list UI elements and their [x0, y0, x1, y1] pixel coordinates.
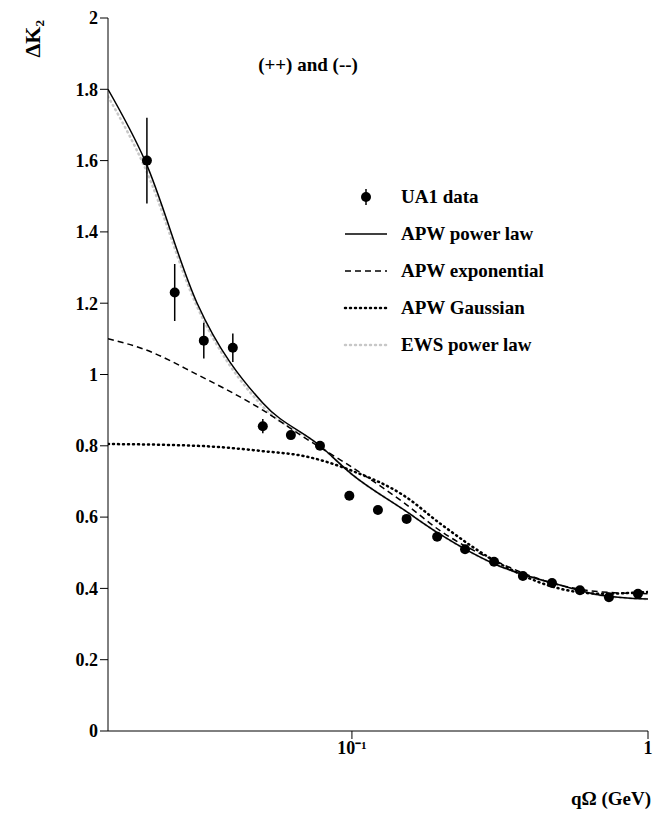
svg-text:0.4: 0.4 — [76, 579, 99, 599]
svg-text:1.2: 1.2 — [76, 294, 99, 314]
html-text:EWS power law: EWS power law — [401, 333, 532, 355]
svg-text:0: 0 — [89, 721, 98, 741]
html-text:APW Gaussian: APW Gaussian — [401, 296, 525, 318]
svg-text:0.2: 0.2 — [76, 650, 99, 670]
svg-text:1.8: 1.8 — [76, 80, 99, 100]
html-text:APW power law: APW power law — [401, 222, 534, 244]
svg-text:1: 1 — [89, 365, 98, 385]
html-text:qΩ (GeV): qΩ (GeV) — [570, 788, 651, 809]
svg-text:1.4: 1.4 — [76, 222, 99, 242]
svg-text:0.8: 0.8 — [76, 436, 99, 456]
html-text:ΔK₂: ΔK₂ — [20, 20, 45, 58]
svg-text:10⁻¹: 10⁻¹ — [337, 738, 366, 758]
html-text:APW exponential: APW exponential — [401, 259, 544, 281]
svg-text:2: 2 — [89, 8, 98, 28]
svg-text:0.6: 0.6 — [76, 507, 99, 527]
html-text:(++) and (--): (++) and (--) — [258, 54, 358, 75]
svg-text:1.6: 1.6 — [76, 151, 99, 171]
svg-text:1: 1 — [644, 738, 653, 758]
html-text:UA1 data: UA1 data — [401, 185, 479, 207]
